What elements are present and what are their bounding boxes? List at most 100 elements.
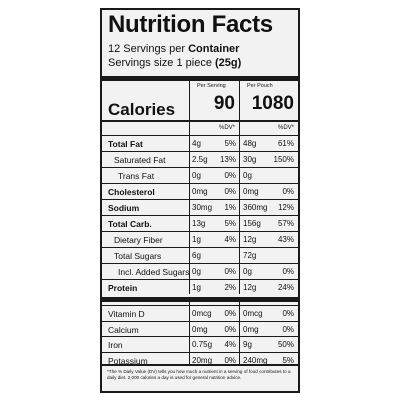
serving-amount: 4g — [192, 139, 201, 148]
pouch-amount: 12g — [243, 235, 257, 244]
rule — [239, 81, 240, 121]
pouch-amount: 0g — [243, 171, 252, 180]
rule — [189, 302, 190, 364]
rule — [189, 122, 190, 294]
rule — [102, 167, 298, 168]
serving-dv: 0% — [224, 309, 236, 318]
serving-amount: 6g — [192, 251, 201, 260]
rule — [239, 122, 240, 294]
column-header: Per Pouch — [247, 83, 273, 89]
rule — [102, 320, 298, 322]
rule — [102, 231, 298, 232]
rule — [102, 263, 298, 264]
serving-amount: 2.5g — [192, 155, 208, 164]
rule — [189, 81, 190, 121]
serving-dv: 0% — [224, 355, 236, 365]
serving-amount: 13g — [192, 219, 206, 228]
serving-amount: 0mg — [192, 187, 208, 196]
pouch-amount: 240mg — [243, 355, 268, 365]
servings: 12 Servings per Container — [108, 44, 239, 55]
column-header: Per Serving — [197, 83, 226, 89]
pouch-amount: 360mg — [243, 203, 268, 212]
rule — [239, 302, 240, 364]
nutrition-label: Nutrition Facts 12 Servings per Containe… — [100, 8, 300, 393]
rule — [102, 76, 298, 81]
serving-amount: 0g — [192, 171, 201, 180]
serving-dv: 0% — [224, 267, 236, 276]
pouch-dv: 5% — [282, 355, 294, 365]
serving-size-bold: (25g) — [215, 57, 242, 69]
pouch-dv: 0% — [282, 309, 294, 318]
serving-dv: 0% — [224, 324, 236, 334]
footnote: *The % Daily Value (DV) tells you how mu… — [107, 369, 291, 380]
serving-amount: 0.75g — [192, 340, 213, 349]
pouch-dv: 57% — [277, 219, 294, 228]
serving-amount: 30mg — [192, 203, 213, 212]
serving-amount: 0mcg — [192, 309, 212, 318]
nutrient-name: Trans Fat — [118, 171, 155, 181]
serving-size-text: Servings size 1 piece — [108, 57, 212, 69]
serving-amount: 0g — [192, 267, 201, 276]
pouch-dv: 61% — [277, 139, 294, 148]
nutrient-name: Calcium — [108, 324, 139, 335]
dv-header: %DV* — [218, 125, 235, 131]
serving-size: Servings size 1 piece (25g) — [108, 58, 241, 69]
serving-dv: 4% — [224, 235, 236, 244]
serving-dv: 0% — [224, 187, 236, 196]
pouch-dv: 0% — [282, 324, 294, 334]
nutrient-name: Dietary Fiber — [114, 235, 163, 245]
serving-amount: 0mg — [192, 324, 208, 334]
calories-serving: 90 — [213, 93, 235, 114]
servings-text: 12 Servings per — [108, 43, 186, 55]
rule — [102, 351, 298, 353]
pouch-dv: 0% — [282, 187, 294, 196]
pouch-amount: 48g — [243, 139, 257, 148]
rule — [102, 297, 298, 302]
nutrient-name: Sodium — [108, 203, 140, 213]
rule — [102, 135, 298, 136]
rule — [102, 279, 298, 280]
pouch-dv: 0% — [282, 267, 294, 276]
rule — [102, 120, 298, 122]
nutrient-name: Vitamin D — [108, 309, 145, 319]
nutrient-name: Incl. Added Sugars — [118, 267, 190, 277]
rule — [102, 336, 298, 337]
title: Nutrition Facts — [108, 11, 273, 38]
dv-header: %DV* — [277, 125, 294, 131]
pouch-amount: 72g — [243, 251, 257, 260]
pouch-dv: 50% — [277, 340, 294, 349]
pouch-dv: 12% — [277, 203, 294, 212]
nutrient-name: Total Carb. — [108, 219, 152, 229]
pouch-amount: 30g — [243, 155, 257, 164]
serving-amount: 1g — [192, 283, 201, 292]
rule — [102, 183, 298, 184]
pouch-dv: 150% — [273, 155, 294, 164]
pouch-amount: 9g — [243, 340, 252, 349]
nutrient-name: Total Fat — [108, 139, 143, 149]
servings-bold: Container — [188, 43, 240, 55]
nutrient-name: Cholesterol — [108, 187, 155, 197]
rule — [102, 151, 298, 152]
pouch-amount: 0mg — [243, 187, 259, 196]
serving-dv: 0% — [224, 171, 236, 180]
rule — [102, 199, 298, 200]
pouch-dv: 43% — [277, 235, 294, 244]
serving-dv: 2% — [224, 283, 236, 292]
pouch-dv: 24% — [277, 283, 294, 292]
rule — [102, 364, 298, 366]
pouch-amount: 0g — [243, 267, 252, 276]
nutrient-name: Iron — [108, 340, 123, 350]
calories-pouch: 1080 — [251, 93, 294, 114]
pouch-amount: 12g — [243, 283, 257, 292]
rule — [102, 305, 298, 306]
rule — [102, 215, 298, 216]
serving-amount: 1g — [192, 235, 201, 244]
nutrient-name: Protein — [108, 283, 138, 293]
pouch-amount: 0mcg — [243, 309, 263, 318]
nutrient-name: Potassium — [108, 355, 148, 366]
nutrient-name: Total Sugars — [114, 251, 162, 261]
serving-dv: 1% — [224, 203, 236, 212]
rule — [102, 247, 298, 248]
calories-label: Calories — [108, 100, 176, 119]
